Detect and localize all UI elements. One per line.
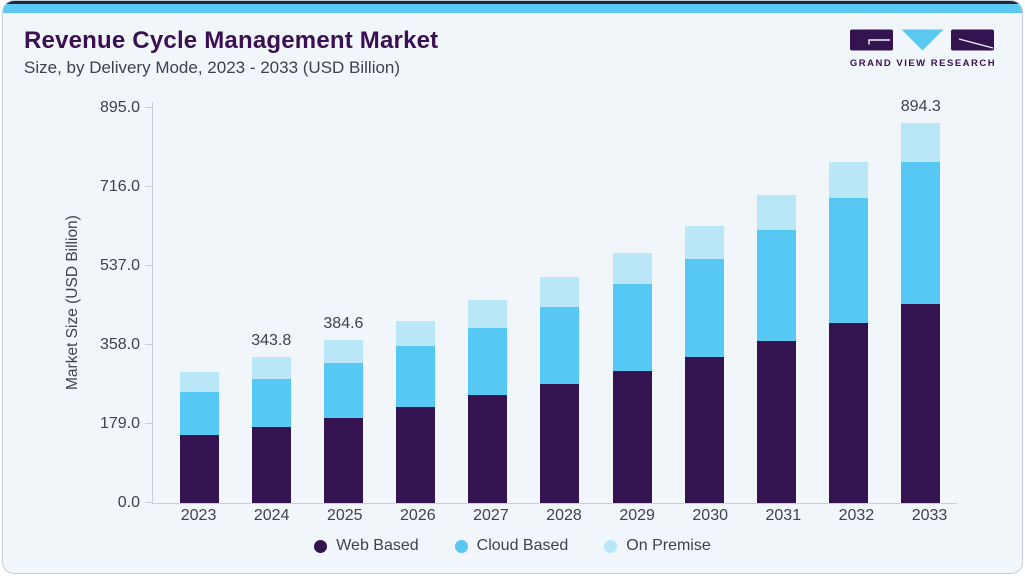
- legend: Web Based Cloud Based On Premise: [3, 537, 1022, 555]
- bar-group-2032: [829, 161, 869, 503]
- bar-group-2023: [179, 372, 219, 503]
- x-axis-label: 2024: [253, 507, 290, 524]
- y-tick-label: 537.0: [99, 257, 140, 274]
- bar-segment-cloud-based: [684, 259, 724, 357]
- bar-total-label: 343.8: [251, 331, 292, 349]
- bar-total-label: 894.3: [900, 97, 941, 115]
- bar-segment-on-premise: [396, 321, 436, 347]
- y-tick-mark: [145, 423, 152, 424]
- bar-segment-web-based: [396, 407, 436, 503]
- page-title: Revenue Cycle Management Market: [24, 27, 439, 54]
- bar-segment-on-premise: [901, 122, 941, 162]
- y-tick-mark: [145, 186, 152, 187]
- y-tick-mark: [145, 107, 152, 108]
- bar-segment-web-based: [323, 418, 363, 503]
- bar-segment-cloud-based: [540, 307, 580, 384]
- y-tick-mark: [145, 265, 152, 266]
- bar-group-2031: [756, 194, 796, 503]
- chart-header: Revenue Cycle Management Market Size, by…: [24, 27, 438, 78]
- bar-segment-web-based: [901, 304, 941, 503]
- x-axis-label: 2033: [911, 507, 948, 524]
- legend-item-web-based: Web Based: [314, 537, 419, 555]
- bar-group-2026: [396, 321, 436, 503]
- page-subtitle: Size, by Delivery Mode, 2023 - 2033 (USD…: [24, 57, 401, 77]
- y-tick-mark: [145, 502, 152, 503]
- bar-segment-cloud-based: [323, 362, 363, 418]
- y-tick-mark: [145, 344, 152, 345]
- bar-segment-web-based: [612, 371, 652, 503]
- x-axis-label: 2031: [765, 507, 802, 524]
- x-axis-label: 2023: [180, 507, 217, 524]
- bar-group-2027: [468, 300, 508, 503]
- legend-swatch: [604, 539, 618, 553]
- x-axis-label: 2027: [473, 507, 509, 524]
- legend-item-on-premise: On Premise: [604, 537, 711, 555]
- bar-segment-web-based: [829, 323, 869, 503]
- y-tick-label: 895.0: [99, 99, 140, 116]
- bar-segment-on-premise: [179, 372, 219, 392]
- y-axis-title: Market Size (USD Billion): [64, 215, 81, 390]
- bar-segment-on-premise: [684, 225, 724, 260]
- bar-segment-cloud-based: [901, 161, 941, 305]
- y-tick-label: 358.0: [99, 336, 140, 353]
- gvr-logo-mark: [850, 29, 994, 51]
- bar-segment-on-premise: [829, 161, 869, 198]
- bar-segment-on-premise: [468, 300, 508, 328]
- bar-segment-on-premise: [756, 194, 796, 230]
- bar-segment-web-based: [179, 434, 219, 503]
- bar-segment-cloud-based: [179, 391, 219, 435]
- bar-group-2024: 343.8: [251, 332, 291, 503]
- legend-swatch: [454, 539, 468, 553]
- bar-group-2029: [612, 252, 652, 503]
- bars-row: 343.8 384.6 894.3: [153, 98, 957, 503]
- x-axis-label: 2025: [326, 507, 363, 524]
- bar-group-2025: 384.6: [323, 315, 363, 503]
- bar-segment-on-premise: [612, 252, 652, 285]
- legend-label: Cloud Based: [476, 537, 569, 554]
- bar-segment-web-based: [540, 383, 580, 503]
- bar-segment-cloud-based: [396, 346, 436, 408]
- bar-segment-on-premise: [323, 339, 363, 363]
- bar-segment-cloud-based: [468, 327, 508, 396]
- x-axis-label: 2026: [400, 507, 436, 524]
- y-tick-label: 179.0: [99, 415, 140, 432]
- bar-segment-on-premise: [540, 277, 580, 308]
- legend-label: On Premise: [626, 537, 711, 554]
- bar-group-2030: [684, 225, 724, 503]
- gvr-logo-text: GRAND VIEW RESEARCH: [849, 58, 997, 69]
- legend-swatch: [314, 539, 328, 553]
- legend-label: Web Based: [336, 537, 419, 554]
- top-dark-edge: [3, 1, 1022, 4]
- x-axis-label: 2029: [619, 507, 655, 524]
- bar-segment-cloud-based: [612, 284, 652, 372]
- y-tick-label: 0.0: [117, 494, 140, 511]
- gvr-logo: GRAND VIEW RESEARCH: [849, 29, 997, 69]
- bar-segment-cloud-based: [829, 197, 869, 324]
- plot-area: 0.0 179.0 358.0 537.0 716.0 895.0 343.8 384.6 89…: [100, 98, 957, 511]
- x-axis-labels: 2023 2024 2025 2026 2027 2028 2029 2030 2031 2032…: [152, 507, 966, 525]
- x-axis-label: 2028: [546, 507, 582, 524]
- top-accent-bar: [3, 4, 1022, 13]
- bar-segment-cloud-based: [251, 379, 291, 427]
- bar-group-2033: 894.3: [901, 98, 941, 503]
- bar-segment-web-based: [468, 395, 508, 503]
- bar-group-2028: [540, 277, 580, 503]
- x-axis-label: 2030: [692, 507, 728, 524]
- bar-segment-cloud-based: [756, 229, 796, 341]
- y-tick-label: 716.0: [99, 178, 140, 195]
- bar-segment-on-premise: [251, 356, 291, 380]
- x-axis-label: 2032: [838, 507, 875, 524]
- legend-item-cloud-based: Cloud Based: [454, 537, 569, 555]
- bar-total-label: 384.6: [323, 314, 364, 332]
- bar-segment-web-based: [756, 340, 796, 503]
- bar-segment-web-based: [684, 356, 724, 503]
- stacked-bar-chart: Market Size (USD Billion) 0.0 179.0 358.0 5…: [3, 1, 1022, 573]
- bar-segment-web-based: [251, 426, 291, 503]
